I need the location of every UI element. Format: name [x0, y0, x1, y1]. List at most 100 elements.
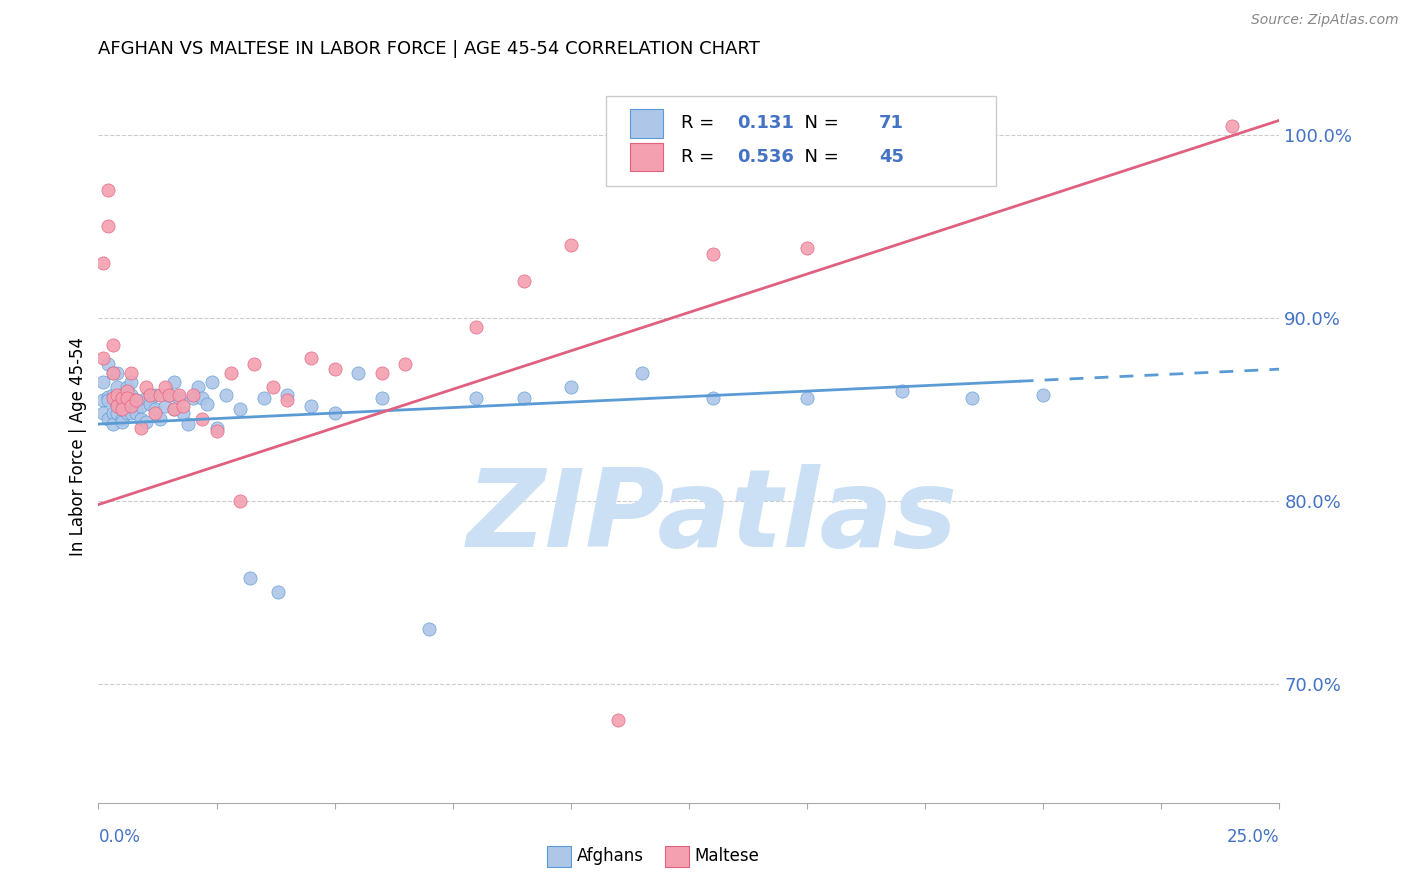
- Point: [167, 388, 190, 402]
- Point: [465, 392, 488, 406]
- Point: [276, 393, 298, 408]
- Point: [267, 585, 290, 599]
- Bar: [630, 143, 664, 171]
- Point: [323, 362, 346, 376]
- Point: [101, 338, 124, 352]
- Text: AFGHAN VS MALTESE IN LABOR FORCE | AGE 45-54 CORRELATION CHART: AFGHAN VS MALTESE IN LABOR FORCE | AGE 4…: [98, 40, 761, 58]
- Point: [191, 411, 214, 425]
- Point: [253, 392, 276, 406]
- Point: [276, 388, 298, 402]
- Point: [262, 380, 284, 394]
- Point: [139, 388, 162, 402]
- Point: [418, 622, 440, 636]
- Text: Afghans: Afghans: [576, 847, 644, 865]
- Point: [91, 393, 114, 408]
- Point: [111, 415, 134, 429]
- Bar: [630, 109, 664, 137]
- Point: [163, 402, 186, 417]
- Point: [630, 366, 652, 380]
- Point: [181, 392, 204, 406]
- Point: [115, 406, 138, 420]
- Point: [167, 392, 190, 406]
- Text: 0.0%: 0.0%: [98, 828, 141, 846]
- Point: [219, 366, 242, 380]
- Point: [229, 402, 252, 417]
- Text: 0.131: 0.131: [737, 114, 794, 132]
- Point: [97, 357, 120, 371]
- Point: [1220, 119, 1243, 133]
- Point: [91, 375, 114, 389]
- Point: [153, 380, 176, 394]
- FancyBboxPatch shape: [606, 96, 995, 186]
- Point: [172, 406, 194, 420]
- Text: R =: R =: [681, 148, 720, 166]
- Point: [157, 388, 180, 402]
- Point: [135, 380, 157, 394]
- Point: [153, 399, 176, 413]
- Point: [205, 425, 228, 439]
- Point: [129, 420, 152, 434]
- Text: 45: 45: [879, 148, 904, 166]
- Point: [121, 388, 143, 402]
- Text: N =: N =: [793, 114, 845, 132]
- Point: [299, 399, 322, 413]
- Point: [91, 256, 114, 270]
- Text: R =: R =: [681, 114, 720, 132]
- Bar: [665, 846, 689, 867]
- Point: [371, 366, 394, 380]
- Text: Source: ZipAtlas.com: Source: ZipAtlas.com: [1251, 13, 1399, 28]
- Text: N =: N =: [793, 148, 845, 166]
- Point: [125, 393, 148, 408]
- Point: [229, 494, 252, 508]
- Text: ZIPatlas: ZIPatlas: [467, 465, 957, 570]
- Point: [139, 397, 162, 411]
- Point: [101, 366, 124, 380]
- Point: [105, 399, 128, 413]
- Point: [97, 219, 120, 234]
- Point: [105, 388, 128, 402]
- Point: [149, 388, 172, 402]
- Point: [91, 351, 114, 366]
- Point: [105, 366, 128, 380]
- Point: [149, 411, 172, 425]
- Point: [121, 406, 143, 420]
- Point: [157, 388, 180, 402]
- Point: [143, 388, 166, 402]
- Point: [347, 366, 370, 380]
- Point: [135, 392, 157, 406]
- Point: [205, 420, 228, 434]
- Point: [201, 375, 224, 389]
- Y-axis label: In Labor Force | Age 45-54: In Labor Force | Age 45-54: [69, 336, 87, 556]
- Point: [512, 392, 534, 406]
- Point: [702, 247, 724, 261]
- Point: [394, 357, 416, 371]
- Point: [139, 388, 162, 402]
- Point: [111, 388, 134, 402]
- Point: [172, 399, 194, 413]
- Point: [111, 411, 134, 425]
- Point: [239, 571, 262, 585]
- Point: [125, 393, 148, 408]
- Point: [111, 402, 134, 417]
- Point: [97, 183, 120, 197]
- Point: [125, 406, 148, 420]
- Point: [796, 392, 818, 406]
- Point: [97, 411, 120, 425]
- Point: [97, 390, 120, 404]
- Point: [129, 399, 152, 413]
- Point: [105, 406, 128, 420]
- Point: [215, 388, 238, 402]
- Bar: [547, 846, 571, 867]
- Point: [105, 380, 128, 394]
- Point: [607, 714, 630, 728]
- Point: [101, 417, 124, 431]
- Point: [101, 392, 124, 406]
- Point: [191, 392, 214, 406]
- Point: [91, 406, 114, 420]
- Point: [121, 375, 143, 389]
- Point: [1032, 388, 1054, 402]
- Point: [243, 357, 266, 371]
- Point: [299, 351, 322, 366]
- Point: [187, 380, 209, 394]
- Point: [115, 380, 138, 394]
